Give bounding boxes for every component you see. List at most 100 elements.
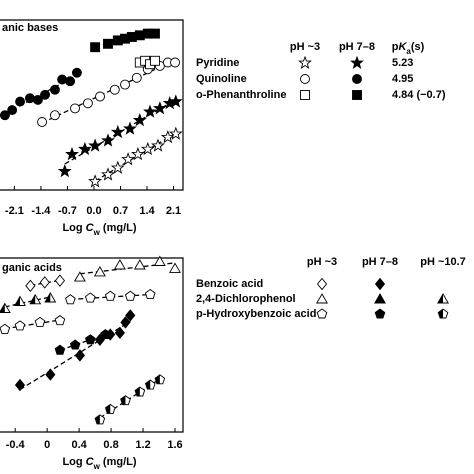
- marker: [101, 167, 115, 181]
- marker-half: [14, 296, 21, 306]
- marker: [130, 147, 145, 161]
- marker-half: [155, 374, 160, 384]
- marker: [57, 74, 68, 85]
- marker: [88, 138, 103, 152]
- x-tick-label: 2.1: [166, 205, 181, 217]
- legend-header: pH 7–8: [339, 41, 375, 53]
- fit-line: [4, 296, 51, 308]
- marker: [350, 55, 364, 69]
- marker-half: [135, 387, 140, 396]
- marker: [110, 124, 125, 139]
- legend-header: pKa(s): [392, 41, 425, 56]
- panel-title: ganic acids: [2, 262, 62, 274]
- marker: [65, 76, 76, 87]
- marker: [169, 262, 181, 273]
- marker: [143, 104, 157, 118]
- marker-half: [30, 294, 36, 304]
- marker: [90, 42, 101, 53]
- marker: [153, 255, 166, 266]
- marker: [104, 290, 116, 301]
- x-tick-label: -2.1: [5, 205, 24, 217]
- legend-value: 4.84 (−0.7): [392, 89, 446, 101]
- marker-half: [437, 294, 443, 303]
- legend-label: Quinoline: [196, 73, 247, 85]
- x-axis-label-part: C: [86, 222, 95, 234]
- axis-frame: [0, 257, 184, 433]
- marker: [37, 117, 48, 127]
- marker: [352, 90, 362, 100]
- legend-header: pH ~3: [307, 256, 337, 268]
- marker: [71, 67, 82, 78]
- legend-value: 4.95: [392, 73, 413, 85]
- marker: [25, 279, 36, 293]
- x-tick-label: 0: [44, 439, 50, 451]
- marker: [54, 274, 66, 287]
- marker: [100, 329, 111, 340]
- marker: [77, 141, 92, 156]
- marker: [7, 105, 18, 116]
- x-axis-label-part: Log: [62, 222, 85, 234]
- marker: [95, 91, 105, 102]
- legend-label: Pyridine: [196, 57, 239, 69]
- x-tick-label: 1.4: [139, 205, 155, 217]
- marker: [113, 259, 126, 270]
- marker: [0, 323, 11, 334]
- legend-header-part: (s): [411, 41, 425, 53]
- x-axis-label-part: w: [93, 228, 101, 237]
- x-tick-label: 1.6: [167, 439, 182, 451]
- legend-label: 2,4-Dichlorophenol: [196, 293, 296, 305]
- x-tick-label: -1.4: [31, 205, 51, 217]
- marker: [32, 94, 43, 105]
- x-axis-label: Log Cw (mg/L): [62, 222, 136, 237]
- marker: [150, 55, 160, 66]
- marker: [140, 141, 155, 156]
- marker: [24, 93, 35, 104]
- marker: [374, 293, 386, 304]
- marker: [316, 277, 328, 291]
- marker: [132, 113, 147, 127]
- marker: [152, 101, 167, 115]
- x-tick-label: 1.2: [135, 439, 150, 451]
- legend-header: pH 7–8: [362, 256, 398, 268]
- legend-label: o-Phenanthroline: [196, 89, 286, 101]
- marker: [150, 28, 160, 39]
- fit-line: [4, 319, 61, 330]
- marker: [84, 292, 96, 303]
- legend-value: 5.23: [392, 57, 413, 69]
- marker: [54, 344, 66, 355]
- marker: [168, 126, 183, 140]
- marker: [125, 309, 136, 322]
- marker: [151, 138, 165, 152]
- marker: [101, 133, 115, 147]
- marker: [109, 84, 120, 95]
- x-axis-label-part: (mg/L): [100, 222, 137, 234]
- marker-half: [0, 303, 5, 313]
- marker: [374, 277, 386, 291]
- marker: [170, 57, 180, 68]
- marker: [352, 74, 362, 84]
- x-axis-label: Log Cw (mg/L): [62, 456, 136, 471]
- legend-header-part: a: [406, 47, 411, 56]
- marker: [73, 271, 86, 282]
- axis-frame: [0, 19, 184, 191]
- fit-line: [59, 333, 106, 351]
- marker: [54, 315, 66, 326]
- legend-header-part: K: [398, 41, 407, 53]
- marker: [110, 160, 125, 174]
- marker-half: [145, 380, 151, 390]
- marker: [300, 74, 310, 84]
- marker-half: [95, 414, 100, 424]
- x-tick-label: -0.4: [6, 439, 26, 451]
- marker-half: [120, 395, 126, 405]
- x-tick-label: 0.4: [71, 439, 87, 451]
- marker: [124, 290, 136, 301]
- marker: [123, 121, 137, 135]
- x-axis-label-part: w: [93, 462, 101, 471]
- marker: [34, 316, 46, 327]
- marker: [120, 316, 131, 329]
- marker: [14, 378, 26, 392]
- fit-line: [30, 279, 61, 287]
- marker: [374, 308, 386, 319]
- marker: [39, 276, 50, 289]
